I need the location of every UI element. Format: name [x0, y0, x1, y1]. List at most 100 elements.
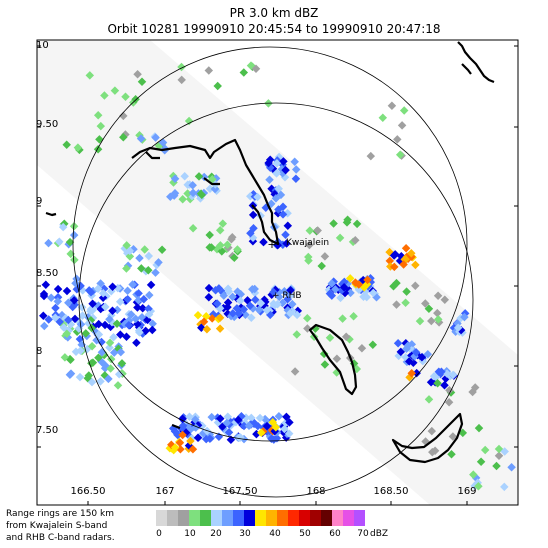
echo-pixel — [366, 151, 376, 161]
echo-pixel — [269, 299, 278, 309]
colorbar-label-50: 50 — [299, 529, 311, 539]
echo-pixel — [44, 315, 53, 324]
echo-pixel — [114, 370, 124, 379]
echo-pixel — [271, 422, 281, 432]
southeast-atoll-coast — [391, 412, 464, 464]
echo-pixel — [262, 306, 272, 315]
echo-pixel — [274, 411, 284, 421]
echo-pixel — [66, 355, 75, 364]
echo-pixel — [282, 239, 291, 248]
echo-pixel — [105, 343, 114, 352]
echo-pixel — [235, 296, 245, 305]
echo-pixel — [84, 371, 94, 380]
echo-pixel — [170, 443, 180, 452]
echo-pixel — [339, 282, 349, 292]
echo-pixel — [46, 293, 56, 302]
echo-pixel — [274, 205, 283, 214]
echo-pixel — [272, 169, 281, 178]
echo-pixel — [345, 274, 355, 283]
echo-pixel — [389, 282, 398, 291]
echo-pixel — [148, 325, 157, 335]
colorbar-swatch — [233, 510, 244, 526]
echo-pixel — [224, 428, 234, 437]
echo-pixel — [100, 91, 109, 100]
echo-pixel — [170, 427, 180, 436]
echo-pixel — [78, 311, 87, 320]
echo-pixel — [134, 289, 143, 298]
echo-pixel — [75, 372, 85, 382]
echo-pixel — [239, 68, 249, 77]
colorbar-swatch — [354, 510, 365, 526]
echo-pixel — [396, 347, 406, 357]
echo-pixel — [269, 287, 278, 297]
echo-pixel — [122, 332, 131, 341]
echo-pixel — [139, 294, 149, 304]
echo-pixel — [215, 225, 225, 235]
echo-pixel — [148, 319, 157, 329]
echo-pixel — [144, 304, 153, 314]
echo-pixel — [363, 275, 372, 285]
echo-pixel — [98, 289, 108, 298]
echo-pixel — [407, 368, 416, 378]
colorbar-label-30: 30 — [239, 529, 251, 539]
echo-pixel — [392, 300, 401, 309]
echo-pixel — [281, 230, 290, 240]
echo-pixel — [105, 338, 115, 347]
echo-pixel — [119, 111, 128, 121]
echo-pixel — [154, 258, 163, 267]
echo-pixel — [86, 307, 95, 316]
echo-pixel — [61, 313, 70, 323]
echo-pixel — [421, 299, 430, 308]
echo-pixel — [447, 449, 456, 459]
echo-pixel — [480, 445, 490, 455]
echo-pixel — [144, 265, 153, 275]
lat-label-7.5: 7.50 — [36, 425, 59, 436]
echo-pixel — [98, 293, 108, 302]
echo-pixel — [440, 381, 449, 390]
echo-pixel — [276, 190, 286, 200]
echo-pixel — [291, 165, 301, 174]
echo-pixel — [428, 447, 437, 457]
echo-pixel — [213, 81, 222, 91]
colorbar-unit: dBZ — [370, 529, 389, 539]
echo-pixel — [332, 354, 342, 363]
echo-pixel — [500, 482, 509, 492]
echo-pixel — [251, 64, 261, 74]
echo-pixel — [93, 284, 103, 293]
echo-pixel — [116, 347, 126, 357]
colorbar-swatch — [255, 510, 266, 526]
echo-pixel — [351, 278, 360, 287]
colorbar-label-10: 10 — [184, 529, 196, 539]
echo-pixel — [357, 344, 367, 353]
echo-pixel — [151, 268, 160, 277]
rhb-range-ring — [78, 102, 474, 498]
echo-pixel — [320, 252, 330, 261]
lon-ticks — [87, 501, 468, 505]
rhb-label: + RHB — [272, 291, 302, 301]
echo-pixel — [70, 314, 80, 324]
echo-pixel — [256, 298, 266, 308]
echo-pixel — [507, 463, 516, 472]
echo-pixel — [215, 313, 225, 323]
echo-pixel — [86, 288, 96, 297]
echo-pixel — [234, 309, 244, 318]
echo-pixel — [73, 143, 83, 152]
echo-pixel — [222, 418, 232, 428]
echo-pixel — [88, 299, 97, 308]
echo-pixel — [474, 423, 484, 433]
echo-pixel — [216, 241, 225, 250]
lon-label-168.5: 168.50 — [373, 486, 409, 497]
echo-pixel — [115, 297, 125, 307]
colorbar-swatch — [299, 510, 310, 526]
echo-pixel — [401, 243, 411, 253]
colorbar-swatch — [244, 510, 255, 526]
echo-pixel — [62, 140, 71, 150]
echo-pixel — [411, 348, 421, 357]
colorbar-label-0: 0 — [156, 529, 162, 539]
echo-pixel — [440, 295, 450, 305]
echo-pixel — [204, 292, 214, 302]
echo-pixel — [246, 192, 255, 201]
echo-pixel — [178, 414, 187, 424]
echo-pixel — [327, 279, 337, 288]
echo-pixel — [113, 381, 123, 390]
